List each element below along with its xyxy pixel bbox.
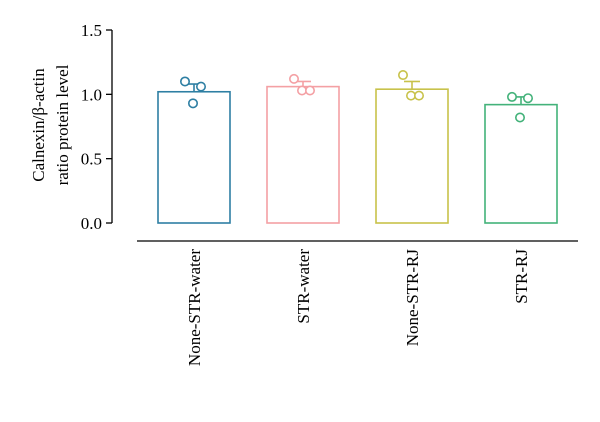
data-point — [296, 85, 307, 96]
data-point — [188, 98, 199, 109]
bar-group — [484, 91, 558, 224]
bar — [484, 103, 558, 224]
x-tick-label: STR-water — [294, 249, 313, 324]
bars — [157, 70, 558, 224]
data-point — [196, 81, 207, 92]
bar — [157, 90, 231, 224]
data-point — [522, 93, 533, 104]
bar-group — [375, 70, 449, 224]
y-axis-title-line-2: ratio protein level — [53, 64, 72, 185]
bar-group — [266, 73, 340, 224]
data-point — [180, 76, 191, 87]
y-axis-title: Calnexin/β-actin ratio protein level — [29, 64, 72, 185]
x-tick-label: None-STR-water — [185, 249, 204, 366]
bar — [375, 88, 449, 224]
category-labels: None-STR-water STR-water None-STR-RJ STR-RJ — [185, 249, 531, 366]
y-tick-label: 1.0 — [81, 85, 102, 104]
bar — [266, 85, 340, 224]
data-point — [514, 112, 525, 123]
data-point — [413, 90, 424, 101]
data-point — [304, 85, 315, 96]
data-point — [405, 90, 416, 101]
x-tick-label: STR-RJ — [512, 249, 531, 304]
y-tick-label: 0.0 — [81, 214, 102, 233]
bar-group — [157, 76, 231, 224]
x-tick-label: None-STR-RJ — [403, 249, 422, 347]
data-point — [288, 73, 299, 84]
data-point — [397, 70, 408, 81]
y-tick-label: 1.5 — [81, 21, 102, 40]
y-tick-label: 0.5 — [81, 150, 102, 169]
data-point — [506, 91, 517, 102]
y-axis-title-line-1: Calnexin/β-actin — [29, 68, 48, 182]
y-axis: 0.0 0.5 1.0 1.5 — [81, 21, 113, 233]
